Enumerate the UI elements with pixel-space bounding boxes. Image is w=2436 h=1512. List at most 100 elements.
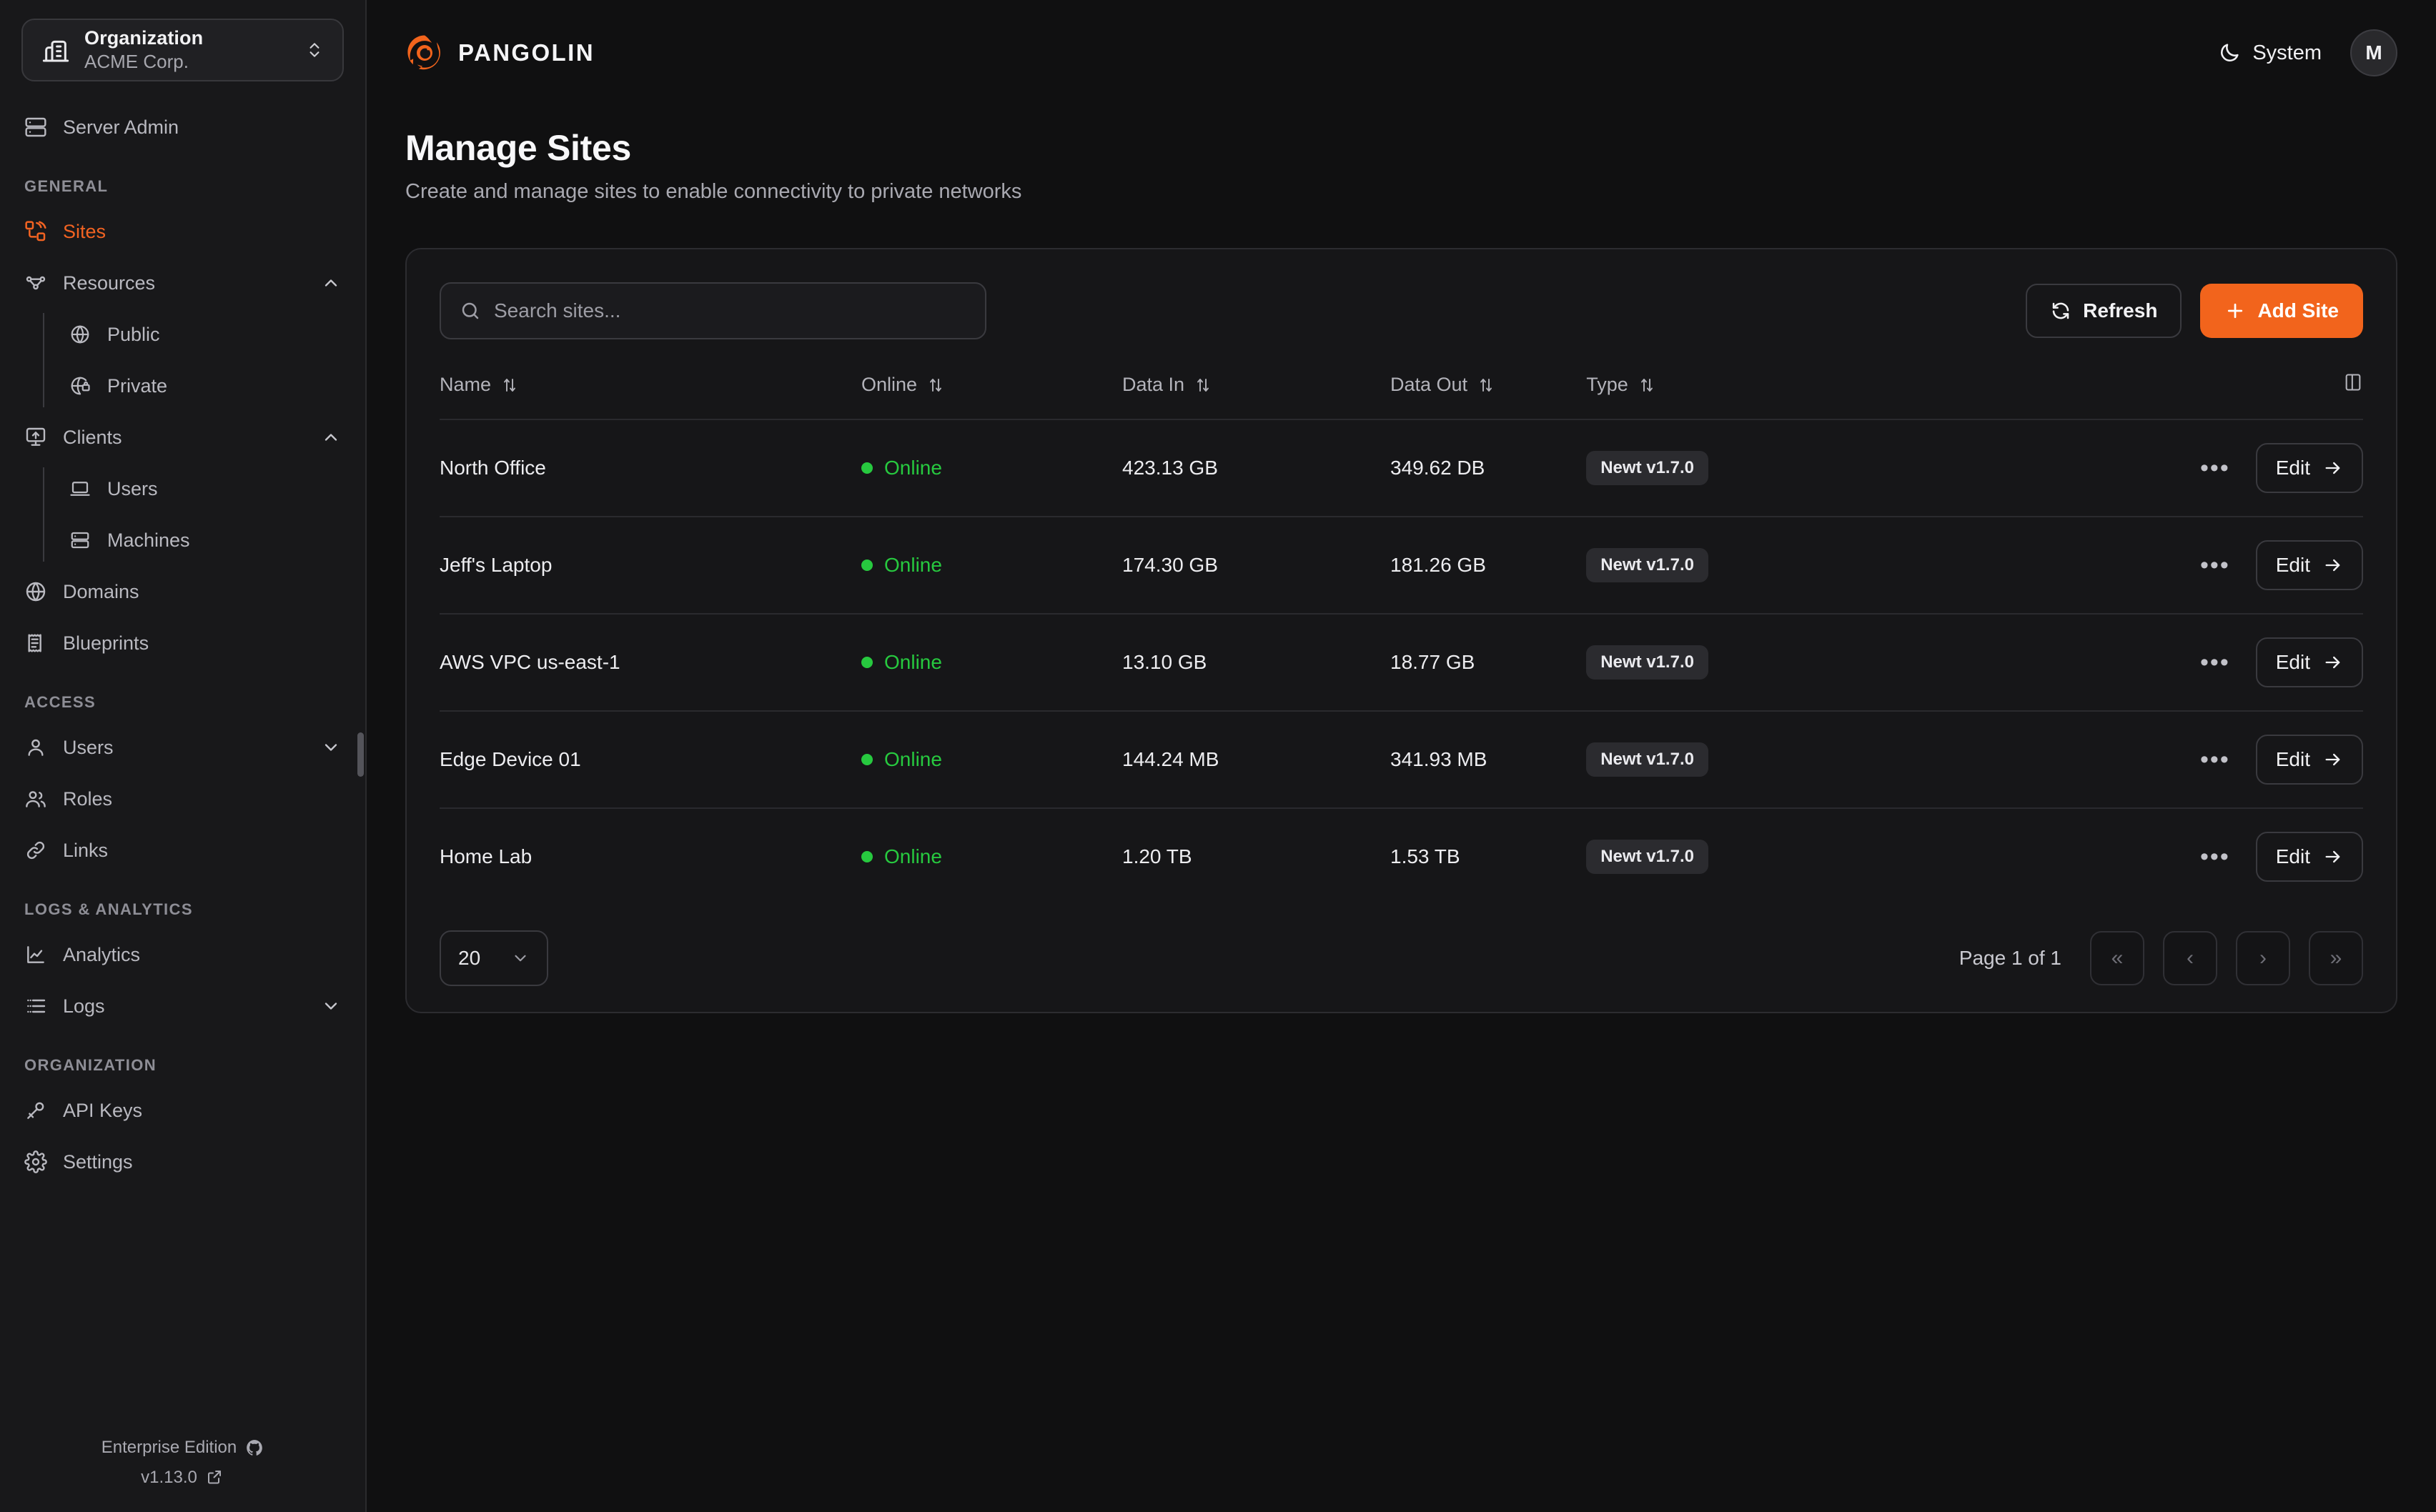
- refresh-button[interactable]: Refresh: [2026, 284, 2182, 338]
- version-label: v1.13.0: [141, 1468, 197, 1487]
- chevron-up-icon[interactable]: [321, 427, 341, 447]
- more-options-icon[interactable]: •••: [2200, 454, 2230, 482]
- sort-icon: [1477, 376, 1495, 394]
- sidebar-item-analytics[interactable]: Analytics: [0, 929, 365, 980]
- card-toolbar: Refresh Add Site: [440, 282, 2363, 339]
- globe-lock-icon: [69, 374, 91, 397]
- column-header-data-out[interactable]: Data Out: [1390, 364, 1586, 419]
- search-box[interactable]: [440, 282, 986, 339]
- sidebar-item-label: Clients: [63, 426, 122, 448]
- refresh-label: Refresh: [2083, 299, 2158, 322]
- edit-button[interactable]: Edit: [2255, 832, 2363, 882]
- sidebar-section-logs-analytics: LOGS & ANALYTICS: [24, 900, 193, 918]
- sidebar-item-label: Domains: [63, 580, 139, 602]
- more-options-icon[interactable]: •••: [2200, 843, 2230, 870]
- sidebar-item-machines[interactable]: Machines: [43, 514, 365, 566]
- chevron-up-icon[interactable]: [321, 273, 341, 293]
- sidebar-item-users-client[interactable]: Users: [43, 463, 365, 514]
- sidebar-item-resources[interactable]: Resources: [0, 257, 365, 309]
- add-site-button[interactable]: Add Site: [2200, 284, 2363, 338]
- more-options-icon[interactable]: •••: [2200, 552, 2230, 579]
- sidebar-item-server-admin[interactable]: Server Admin: [0, 101, 365, 153]
- cell-data-out: 1.53 TB: [1390, 845, 1460, 867]
- column-label: Data Out: [1390, 374, 1468, 395]
- edit-button[interactable]: Edit: [2255, 443, 2363, 493]
- column-label: Data In: [1122, 374, 1185, 395]
- edit-button[interactable]: Edit: [2255, 735, 2363, 785]
- sidebar-item-settings[interactable]: Settings: [0, 1136, 365, 1188]
- column-header-actions[interactable]: [2044, 364, 2363, 419]
- more-options-icon[interactable]: •••: [2200, 649, 2230, 676]
- sidebar-item-roles[interactable]: Roles: [0, 773, 365, 825]
- sidebar-item-api-keys[interactable]: API Keys: [0, 1085, 365, 1136]
- column-visibility-icon[interactable]: [2343, 372, 2363, 392]
- sidebar-item-blueprints[interactable]: Blueprints: [0, 617, 365, 669]
- status-dot: [861, 559, 873, 571]
- chevron-up-down-icon: [305, 36, 324, 64]
- prev-page-button[interactable]: ‹: [2163, 931, 2217, 985]
- theme-label: System: [2252, 41, 2322, 64]
- type-badge: Newt v1.7.0: [1586, 840, 1708, 874]
- github-icon[interactable]: [245, 1438, 264, 1457]
- sidebar-item-sites[interactable]: Sites: [0, 206, 365, 257]
- sidebar-item-public[interactable]: Public: [43, 309, 365, 360]
- sidebar-item-logs[interactable]: Logs: [0, 980, 365, 1032]
- sidebar-item-label: Users: [107, 477, 158, 499]
- avatar[interactable]: M: [2350, 29, 2397, 76]
- cell-online: Online: [861, 808, 1122, 905]
- add-site-label: Add Site: [2257, 299, 2339, 322]
- last-page-button[interactable]: »: [2309, 931, 2363, 985]
- table-row[interactable]: North Office Online 423.13 GB 349.62 DB …: [440, 419, 2363, 517]
- user-icon: [24, 736, 47, 759]
- org-switcher[interactable]: Organization ACME Corp.: [21, 19, 344, 81]
- sidebar-item-label: Private: [107, 374, 168, 397]
- external-link-icon[interactable]: [206, 1468, 224, 1487]
- cell-online: Online: [861, 614, 1122, 711]
- status-dot: [861, 657, 873, 668]
- more-options-icon[interactable]: •••: [2200, 746, 2230, 773]
- sidebar-section-organization: ORGANIZATION: [24, 1056, 157, 1074]
- chevron-down-icon[interactable]: [321, 996, 341, 1016]
- brand[interactable]: PANGOLIN: [405, 34, 595, 72]
- first-page-button[interactable]: «: [2090, 931, 2144, 985]
- type-badge: Newt v1.7.0: [1586, 742, 1708, 777]
- sidebar-scrollbar[interactable]: [357, 732, 364, 777]
- sidebar-item-private[interactable]: Private: [43, 360, 365, 412]
- sort-icon: [927, 376, 944, 394]
- cell-data-in: 174.30 GB: [1122, 554, 1218, 576]
- sidebar-item-domains[interactable]: Domains: [0, 566, 365, 617]
- column-header-name[interactable]: Name: [440, 364, 861, 419]
- globe-icon: [24, 580, 47, 603]
- sidebar-item-links[interactable]: Links: [0, 825, 365, 876]
- sidebar-item-users-access[interactable]: Users: [0, 722, 365, 773]
- edit-label: Edit: [2275, 554, 2310, 576]
- table-row[interactable]: Home Lab Online 1.20 TB 1.53 TB Newt v1.…: [440, 808, 2363, 905]
- sidebar-item-clients[interactable]: Clients: [0, 412, 365, 463]
- pangolin-logo-icon: [405, 34, 444, 72]
- chevron-down-icon[interactable]: [321, 737, 341, 757]
- cell-actions: ••• Edit: [2044, 419, 2363, 517]
- edition-row[interactable]: Enterprise Edition: [102, 1438, 264, 1458]
- table-row[interactable]: Edge Device 01 Online 144.24 MB 341.93 M…: [440, 711, 2363, 808]
- column-header-type[interactable]: Type: [1586, 364, 2044, 419]
- edit-button[interactable]: Edit: [2255, 637, 2363, 687]
- globe-icon: [69, 323, 91, 346]
- page-subtitle: Create and manage sites to enable connec…: [405, 180, 1022, 203]
- cell-actions: ••• Edit: [2044, 614, 2363, 711]
- column-header-online[interactable]: Online: [861, 364, 1122, 419]
- theme-toggle[interactable]: System: [2218, 41, 2322, 65]
- edit-button[interactable]: Edit: [2255, 540, 2363, 590]
- column-label: Type: [1586, 374, 1628, 395]
- table-row[interactable]: AWS VPC us-east-1 Online 13.10 GB 18.77 …: [440, 614, 2363, 711]
- search-input[interactable]: [494, 299, 966, 322]
- column-header-data-in[interactable]: Data In: [1122, 364, 1390, 419]
- top-right-controls: System M: [2218, 29, 2397, 76]
- table-row[interactable]: Jeff's Laptop Online 174.30 GB 181.26 GB…: [440, 517, 2363, 614]
- sidebar-item-label: Resources: [63, 272, 156, 294]
- cell-type: Newt v1.7.0: [1586, 711, 2044, 808]
- page-size-select[interactable]: 20: [440, 930, 548, 986]
- next-page-button[interactable]: ›: [2236, 931, 2290, 985]
- cell-type: Newt v1.7.0: [1586, 419, 2044, 517]
- version-row[interactable]: v1.13.0: [141, 1468, 224, 1488]
- sidebar-item-label: Logs: [63, 995, 105, 1017]
